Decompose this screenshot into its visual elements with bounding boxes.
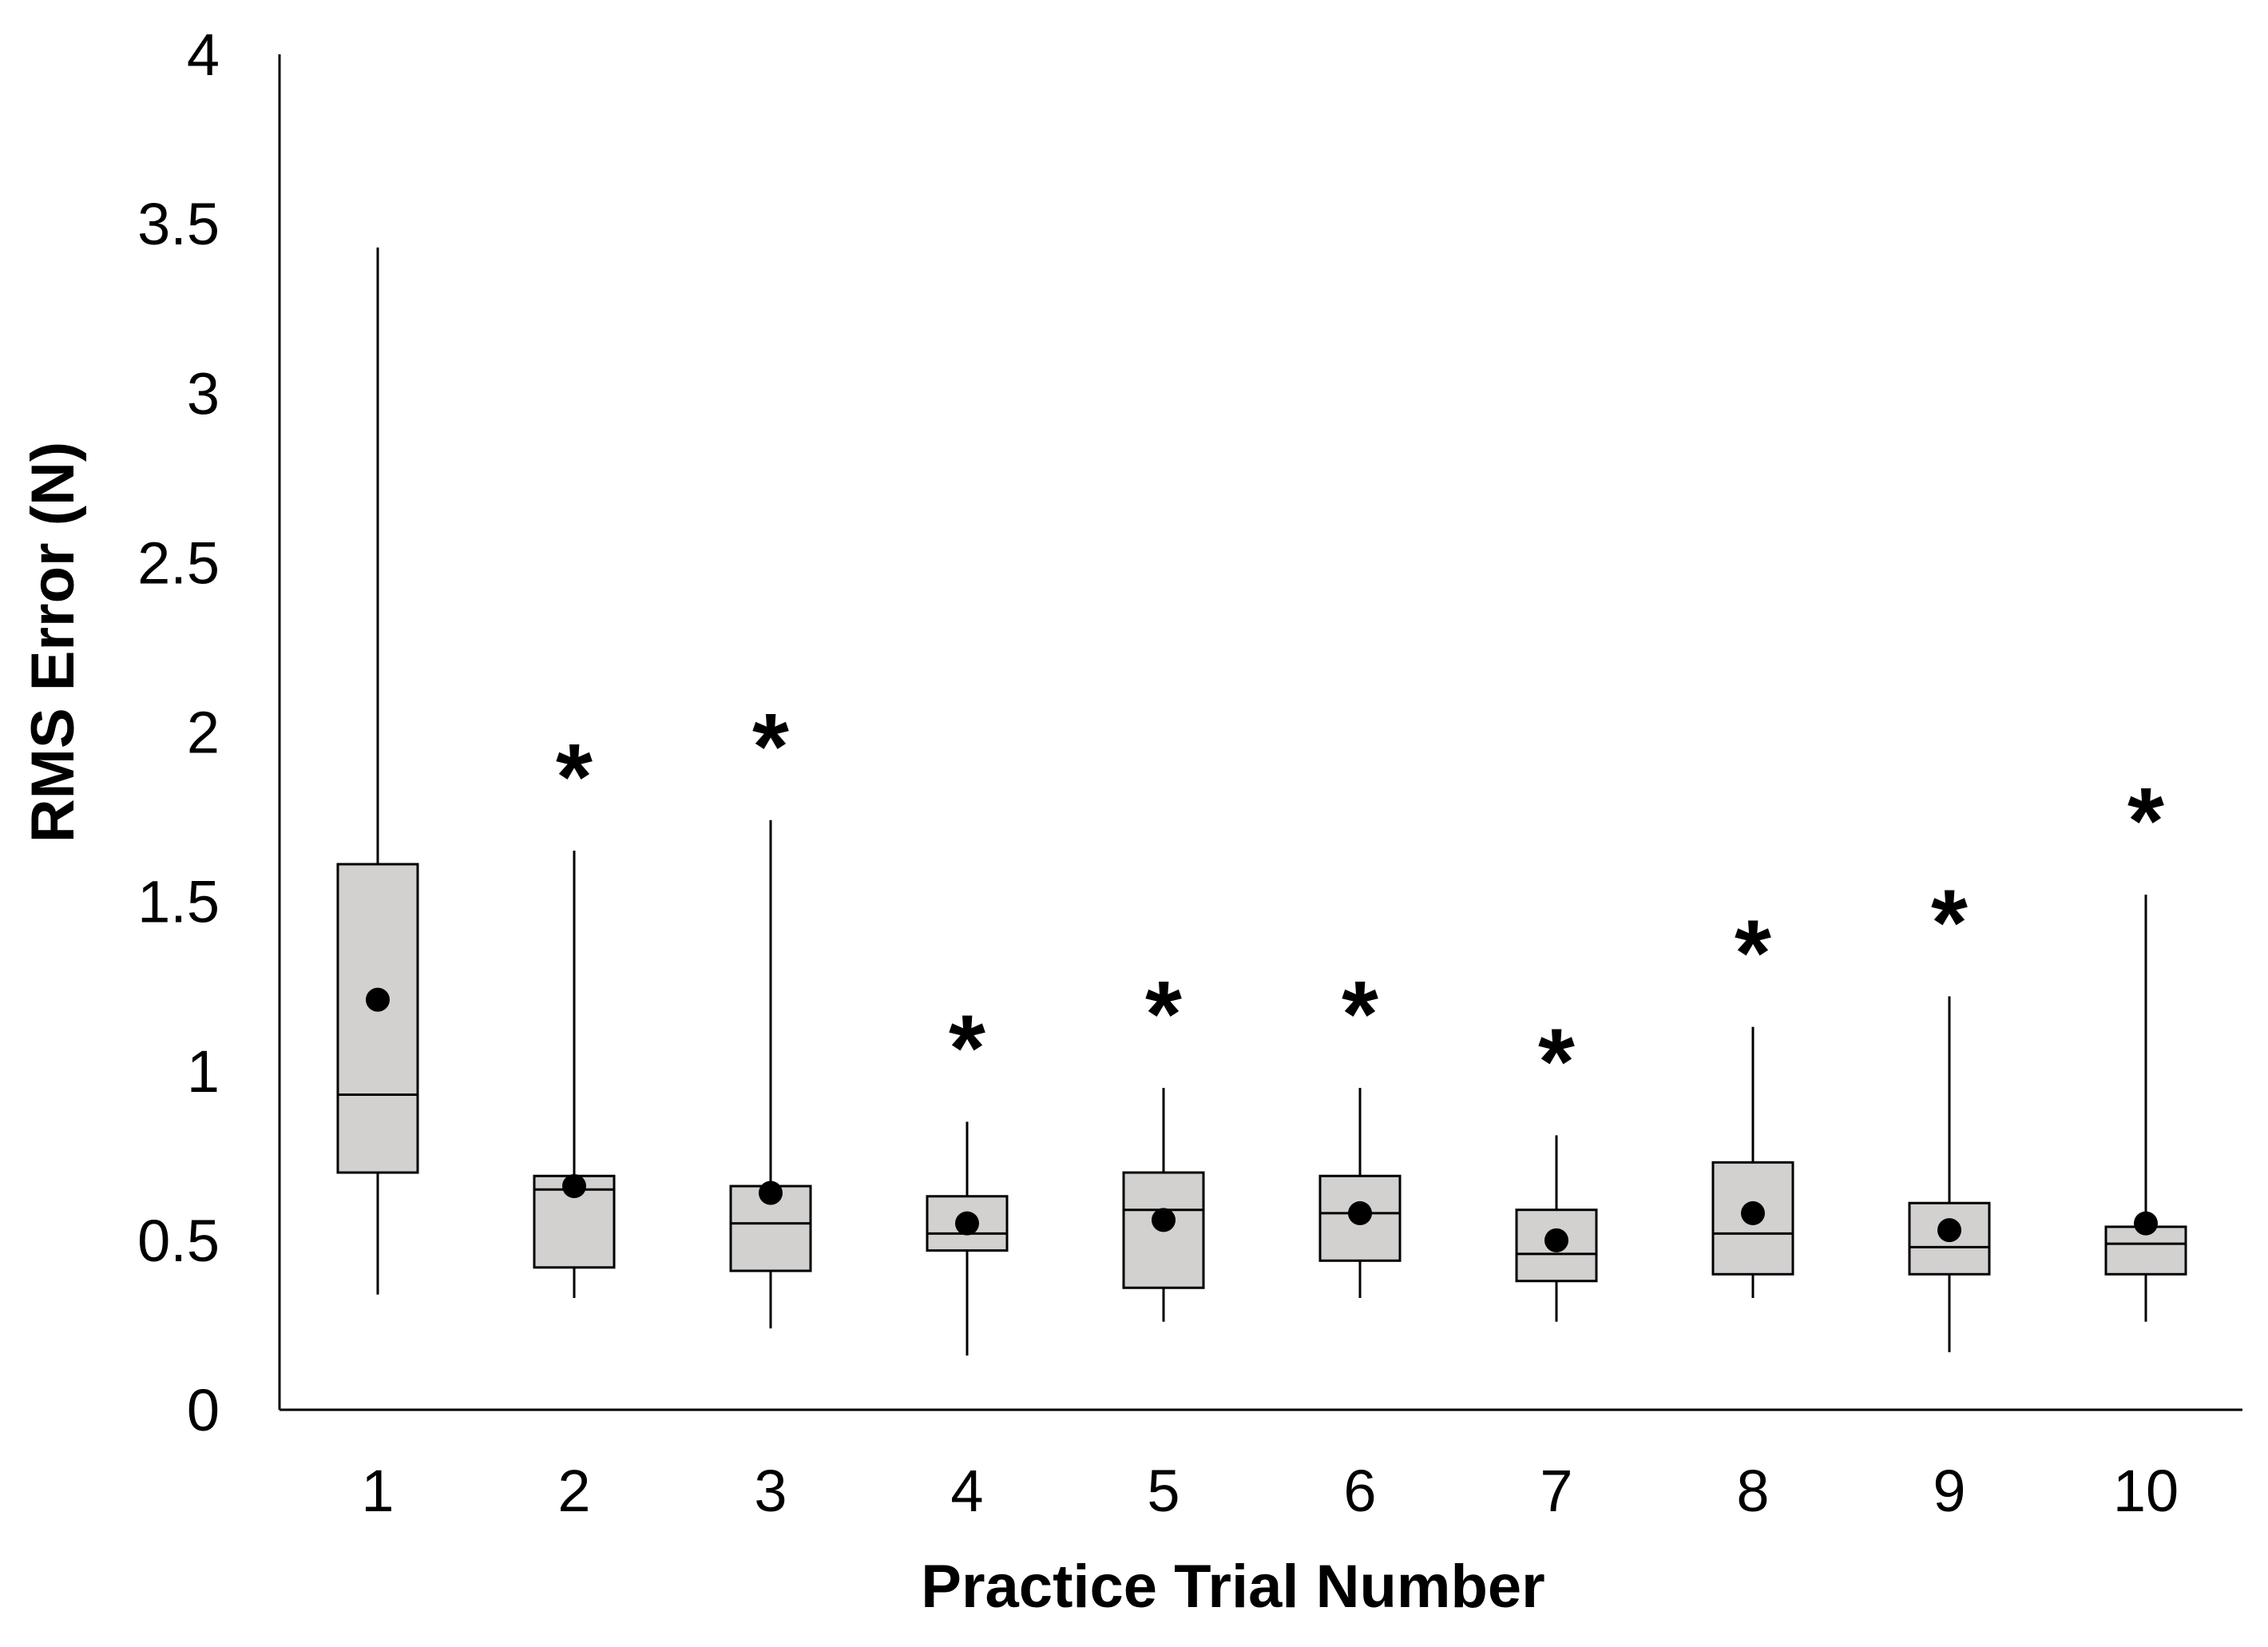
mean-marker [759, 1181, 783, 1205]
y-tick-label: 1.5 [137, 869, 220, 935]
y-tick-label: 3 [187, 360, 220, 427]
x-axis-title: Practice Trial Number [921, 1553, 1544, 1621]
axes [278, 54, 2242, 1411]
box-group-trial-9: * [1908, 870, 1991, 1352]
x-tick-label: 8 [1736, 1458, 1769, 1524]
mean-marker [1152, 1208, 1176, 1232]
y-tick-label: 3.5 [137, 191, 220, 257]
x-tick-label: 6 [1343, 1458, 1376, 1524]
x-tick-label: 2 [557, 1458, 590, 1524]
mean-marker [1741, 1201, 1765, 1225]
y-axis-title: RMS Error (N) [19, 442, 87, 843]
boxes: * * * * * * * * * [336, 247, 2187, 1356]
significance-marker: * [949, 995, 985, 1101]
y-tick-label: 1 [187, 1038, 220, 1105]
mean-marker [2134, 1211, 2158, 1236]
box-group-trial-1 [336, 247, 419, 1295]
mean-marker [1348, 1201, 1372, 1225]
y-tick-label: 4 [187, 22, 220, 88]
x-tick-label: 10 [2113, 1458, 2179, 1524]
y-tick-label: 2 [187, 700, 220, 766]
significance-marker: * [2127, 768, 2164, 874]
significance-marker: * [752, 694, 789, 800]
box-group-trial-10: * [2104, 768, 2187, 1322]
significance-marker: * [556, 724, 593, 830]
box-group-trial-8: * [1711, 901, 1794, 1298]
significance-marker: * [1145, 962, 1182, 1067]
x-tick-label: 5 [1147, 1458, 1180, 1524]
significance-marker: * [1342, 962, 1378, 1067]
significance-marker: * [1538, 1009, 1575, 1114]
x-tick-labels: 1 2 3 4 5 6 7 8 9 10 [361, 1458, 2179, 1524]
mean-marker [562, 1173, 586, 1198]
box-group-trial-4: * [926, 995, 1009, 1356]
box-group-trial-3: * [729, 694, 812, 1329]
significance-marker: * [1735, 901, 1771, 1006]
box-group-trial-5: * [1122, 962, 1205, 1322]
y-tick-label: 2.5 [137, 530, 220, 596]
iqr-box [336, 863, 419, 1174]
mean-marker [1937, 1218, 1961, 1243]
x-tick-label: 4 [950, 1458, 983, 1524]
x-tick-label: 9 [1933, 1458, 1965, 1524]
x-tick-label: 3 [754, 1458, 787, 1524]
box-group-trial-7: * [1515, 1009, 1598, 1322]
x-tick-label: 7 [1540, 1458, 1572, 1524]
y-tick-label: 0.5 [137, 1208, 220, 1274]
mean-marker [955, 1211, 979, 1236]
mean-marker [1544, 1228, 1568, 1252]
significance-marker: * [1931, 870, 1968, 975]
y-tick-labels: 0 0.5 1 1.5 2 2.5 3 3.5 4 [137, 22, 220, 1443]
x-tick-label: 1 [361, 1458, 394, 1524]
box-group-trial-2: * [533, 724, 616, 1298]
y-tick-label: 0 [187, 1377, 220, 1443]
box-group-trial-6: * [1318, 962, 1402, 1298]
mean-marker [366, 987, 390, 1012]
